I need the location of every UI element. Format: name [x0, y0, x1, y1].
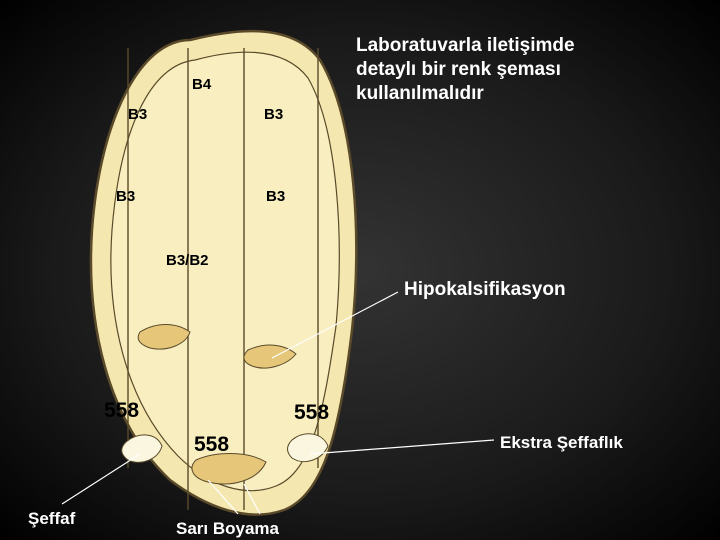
shade-label: B3 — [128, 106, 147, 125]
shade-label: B3 — [266, 188, 285, 207]
annotation-sari_boyama: Sarı Boyama — [176, 518, 279, 539]
leader-line — [310, 440, 494, 454]
annotation-extra_seffaflik: Ekstra Şeffaflık — [500, 432, 623, 453]
leader-line — [62, 454, 140, 504]
shade-label: 558 — [104, 398, 139, 424]
shade-label: B3/B2 — [166, 252, 209, 271]
shade-label: 558 — [294, 400, 329, 426]
shade-label: B3 — [116, 188, 135, 207]
shade-label: B3 — [264, 106, 283, 125]
annotation-hypocalc: Hipokalsifikasyon — [404, 278, 566, 302]
shade-label: 558 — [194, 432, 229, 458]
annotation-headline: Laboratuvarla iletişimde detaylı bir ren… — [356, 34, 575, 105]
shade-label: B4 — [192, 76, 211, 95]
annotation-seffaf: Şeffaf — [28, 508, 75, 529]
